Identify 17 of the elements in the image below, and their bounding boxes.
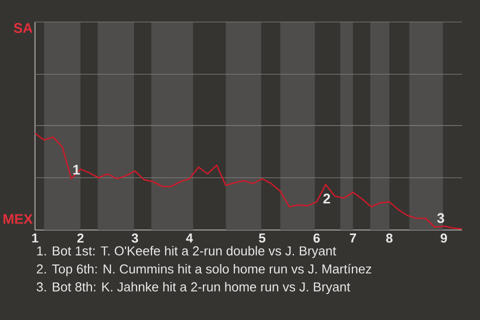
- x-tick-label: 7: [350, 234, 356, 242]
- x-tick-label: 6: [314, 234, 320, 243]
- x-tick-label: 5: [258, 234, 266, 243]
- x-tick-label: 3: [132, 234, 138, 243]
- x-tick-label: 1: [32, 234, 38, 242]
- text: 3. Bot 8th: K. Jahnke hit a 2-run home run vs J. Bryant: [36, 282, 350, 294]
- text: MEX: [4, 214, 33, 224]
- annotation: 3: [437, 213, 444, 224]
- annotation: 2: [323, 194, 330, 204]
- annotation: 1: [73, 164, 80, 175]
- x-tick-label: 2: [77, 234, 84, 243]
- text: 1. Bot 1st: T. O'Keefe hit a 2-run double vs J. Bryant: [37, 246, 336, 258]
- x-tick-label: 9: [440, 234, 447, 243]
- text: SA: [14, 23, 32, 33]
- x-tick-label: 4: [186, 234, 193, 242]
- text: 2. Top 6th: N. Cummins hit a solo home run vs J. Martínez: [36, 264, 372, 276]
- x-tick-label: 8: [386, 234, 393, 243]
